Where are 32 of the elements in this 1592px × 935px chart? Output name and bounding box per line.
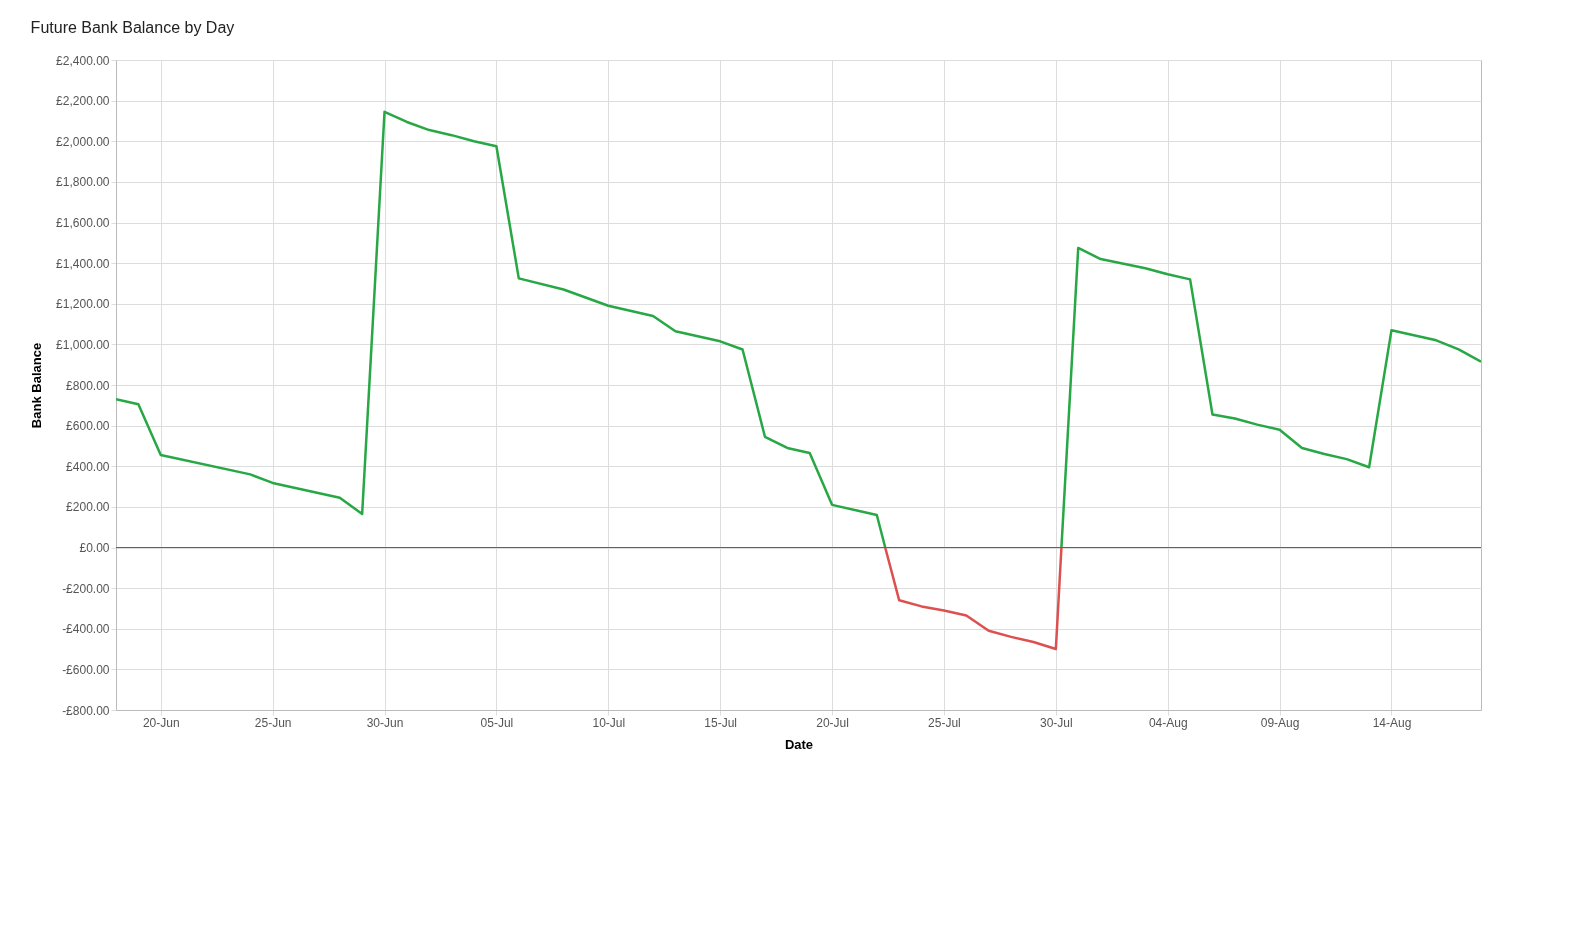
x-tick-label: 20-Jul: [816, 715, 849, 730]
x-axis-title: Date: [784, 736, 814, 752]
y-tick-label: £200.00: [66, 500, 110, 515]
y-axis-title: Bank Balance: [29, 342, 45, 429]
y-tick-label: £2,000.00: [56, 134, 110, 149]
x-tick-label: 25-Jul: [928, 715, 961, 730]
x-tick-label: 14-Aug: [1372, 715, 1412, 730]
chart-title: Future Bank Balance by Day: [30, 19, 235, 36]
y-tick-label: £0.00: [79, 541, 110, 555]
x-tick-label: 09-Aug: [1260, 715, 1300, 730]
x-tick-label: 30-Jul: [1039, 715, 1073, 730]
y-tick-label: £600.00: [66, 419, 110, 434]
y-tick-label: £2,400.00: [56, 53, 110, 68]
y-tick-label: £2,200.00: [56, 94, 110, 109]
y-tick-label: £1,600.00: [56, 216, 110, 230]
y-tick-label: £400.00: [66, 459, 110, 474]
y-tick-label: -£200.00: [62, 581, 110, 596]
y-tick-label: -£800.00: [62, 703, 110, 718]
y-tick-label: £1,200.00: [56, 297, 110, 312]
x-tick-label: 10-Jul: [592, 715, 626, 730]
x-tick-label: 05-Jul: [480, 715, 514, 730]
x-tick-label: 15-Jul: [704, 715, 738, 730]
x-tick-label: 04-Aug: [1148, 715, 1188, 730]
x-tick-label: 25-Jun: [254, 715, 292, 730]
y-tick-label: £1,000.00: [56, 337, 110, 352]
y-tick-label: £800.00: [66, 378, 110, 393]
x-tick-label: 20-Jun: [142, 715, 180, 730]
y-tick-label: -£400.00: [62, 622, 110, 637]
x-tick-label: 30-Jun: [366, 715, 404, 730]
y-tick-label: £1,800.00: [56, 175, 110, 190]
y-tick-label: -£600.00: [62, 662, 110, 677]
y-tick-label: £1,400.00: [56, 256, 110, 271]
